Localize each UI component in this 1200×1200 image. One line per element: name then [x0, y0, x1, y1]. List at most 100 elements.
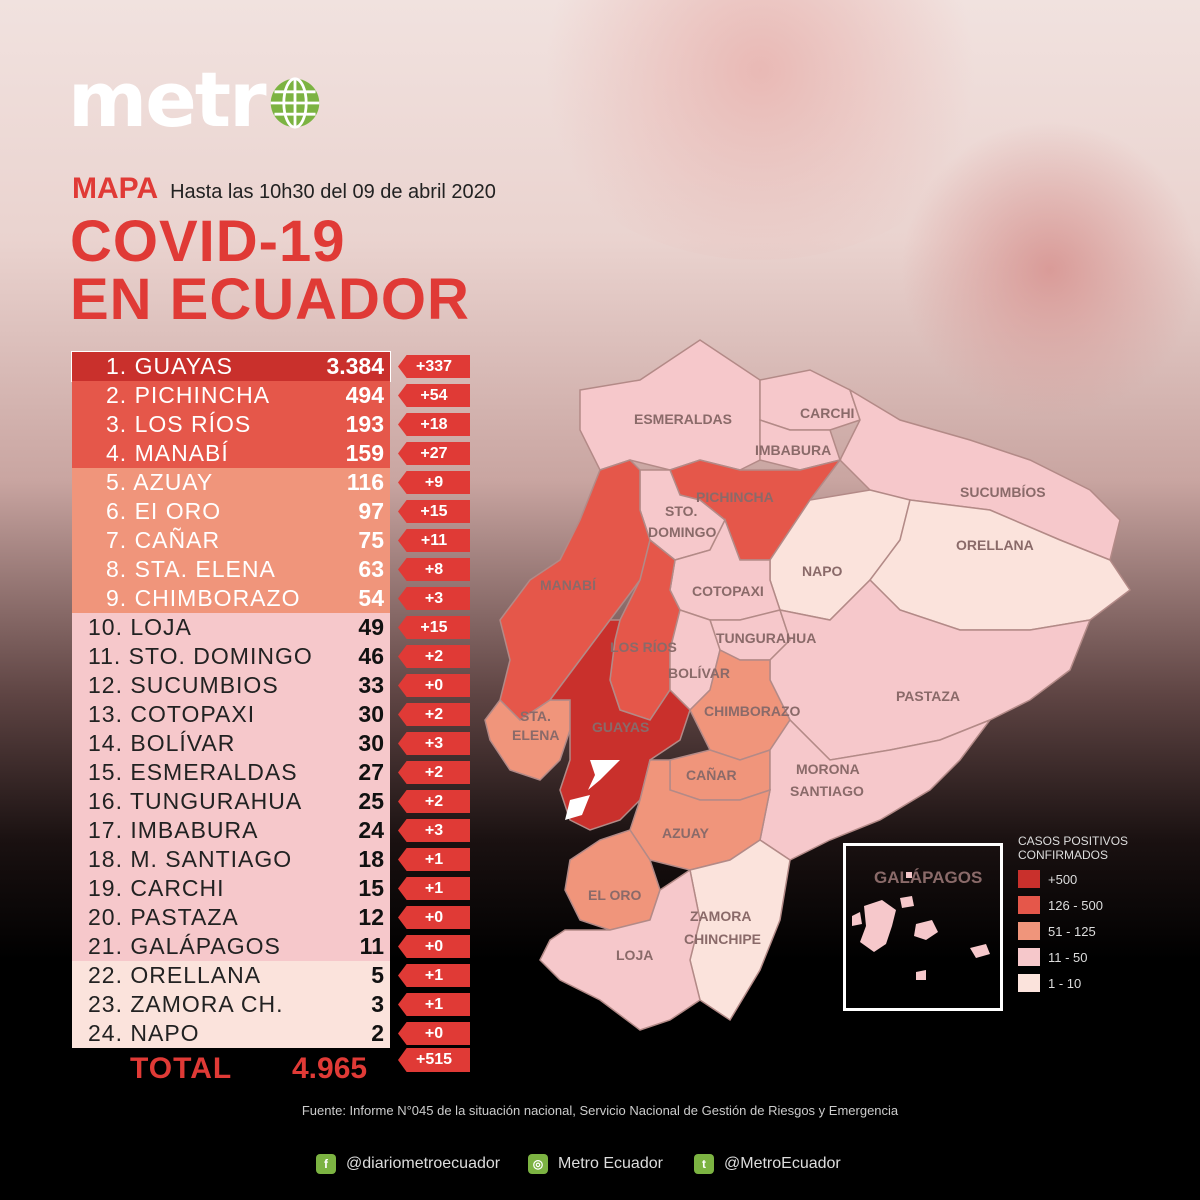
legend-label: 11 - 50 [1048, 949, 1088, 965]
table-row: 23. ZAMORA CH. 3 +1 [72, 990, 470, 1019]
table-row: 22. ORELLANA 5 +1 [72, 961, 470, 990]
row-label: 14. BOLÍVAR [88, 730, 236, 756]
row-delta: +0 [398, 935, 470, 958]
row-label: 12. SUCUMBIOS [88, 672, 279, 698]
legend-label: +500 [1048, 871, 1078, 887]
table-row: 13. COTOPAXI 30 +2 [72, 700, 470, 729]
label-sucumbios: SUCUMBÍOS [960, 484, 1046, 500]
table-row: 19. CARCHI 15 +1 [72, 874, 470, 903]
table-row: 6. EI ORO 97 +15 [72, 497, 470, 526]
galapagos-inset: GALÁPAGOS [843, 843, 1003, 1011]
logo-text: metr [68, 55, 267, 144]
row-value: 30 [358, 730, 384, 756]
galapagos-label: GALÁPAGOS [874, 868, 983, 887]
row-delta: +2 [398, 790, 470, 813]
puna-island [565, 795, 590, 820]
row-value: 15 [358, 875, 384, 901]
row-delta: +0 [398, 906, 470, 929]
row-delta: +2 [398, 645, 470, 668]
table-row: 8. STA. ELENA 63 +8 [72, 555, 470, 584]
total-label: TOTAL [130, 1052, 233, 1085]
label-esmeraldas: ESMERALDAS [634, 411, 732, 427]
label-morona2: SANTIAGO [790, 783, 864, 799]
label-loja: LOJA [616, 947, 653, 963]
row-label: 6. EI ORO [106, 498, 222, 524]
mapa-label: MAPA [72, 172, 159, 205]
row-label: 17. IMBABURA [88, 817, 259, 843]
metro-logo: metr [68, 62, 323, 138]
row-delta: +0 [398, 1022, 470, 1045]
table-row: 14. BOLÍVAR 30 +3 [72, 729, 470, 758]
label-imbabura: IMBABURA [755, 442, 831, 458]
row-delta: +337 [398, 355, 470, 378]
legend-item: 11 - 50 [1018, 948, 1128, 966]
row-delta: +9 [398, 471, 470, 494]
legend-label: 51 - 125 [1048, 923, 1096, 939]
province-zamora [689, 839, 791, 1022]
legend-item: 51 - 125 [1018, 922, 1128, 940]
label-pichincha: PICHINCHA [696, 489, 774, 505]
legend-swatch [1018, 922, 1040, 940]
row-value: 46 [358, 643, 384, 669]
label-zamora1: ZAMORA [690, 908, 751, 924]
label-zamora2: CHINCHIPE [684, 931, 761, 947]
gulf-islands [588, 760, 620, 790]
page-title-line2: EN ECUADOR [70, 267, 470, 332]
legend-label: 126 - 500 [1048, 897, 1103, 913]
social-handle: Metro Ecuador [558, 1155, 663, 1172]
legend-item: 126 - 500 [1018, 896, 1128, 914]
row-value: 24 [358, 817, 384, 843]
legend: CASOS POSITIVOS CONFIRMADOS +500 126 - 50… [1018, 834, 1128, 992]
instagram-icon: ◎ [528, 1154, 548, 1174]
row-value: 75 [358, 527, 384, 553]
social-handle: @MetroEcuador [724, 1155, 841, 1172]
row-value: 97 [358, 498, 384, 524]
header-line: MAPA Hasta las 10h30 del 09 de abril 202… [72, 172, 496, 206]
label-sta2: ELENA [512, 727, 559, 743]
social-handle: @diariometroecuador [346, 1155, 501, 1172]
row-label: 15. ESMERALDAS [88, 759, 298, 785]
cases-table: 1. GUAYAS 3.384 +337 2. PICHINCHA 494 +54 3. L… [71, 351, 470, 1048]
row-delta: +0 [398, 674, 470, 697]
row-delta: +54 [398, 384, 470, 407]
globe-icon [270, 77, 319, 129]
province-carchi [759, 369, 861, 431]
row-label: 5. AZUAY [106, 469, 214, 495]
label-napo: NAPO [802, 563, 843, 579]
row-label: 19. CARCHI [88, 875, 225, 901]
row-value: 27 [358, 759, 384, 785]
legend-label: 1 - 10 [1048, 975, 1082, 991]
social-instagram[interactable]: ◎ Metro Ecuador [528, 1154, 663, 1174]
row-label: 10. LOJA [88, 614, 192, 640]
date-subtitle: Hasta las 10h30 del 09 de abril 2020 [170, 181, 496, 203]
row-value: 193 [345, 411, 384, 437]
isabela-island [860, 900, 896, 952]
row-value: 30 [358, 701, 384, 727]
row-label: 8. STA. ELENA [106, 556, 276, 582]
row-value: 2 [371, 1020, 384, 1046]
social-facebook[interactable]: f @diariometroecuador [316, 1154, 500, 1174]
row-delta: +1 [398, 877, 470, 900]
row-label: 21. GALÁPAGOS [88, 933, 281, 959]
row-value: 3 [371, 991, 384, 1017]
legend-item: +500 [1018, 870, 1128, 888]
label-canar: CAÑAR [686, 766, 737, 783]
row-value: 3.384 [326, 353, 384, 379]
table-row: 16. TUNGURAHUA 25 +2 [72, 787, 470, 816]
label-manabi: MANABÍ [540, 577, 597, 593]
legend-swatch [1018, 870, 1040, 888]
label-tungurahua: TUNGURAHUA [716, 630, 816, 646]
row-delta: +2 [398, 703, 470, 726]
social-twitter[interactable]: t @MetroEcuador [694, 1154, 841, 1174]
row-value: 5 [371, 962, 384, 988]
row-label: 20. PASTAZA [88, 904, 239, 930]
row-label: 22. ORELLANA [88, 962, 262, 988]
row-value: 18 [358, 846, 384, 872]
background-virus-blob [900, 120, 1200, 420]
row-delta: +3 [398, 587, 470, 610]
legend-title-line2: CONFIRMADOS [1018, 848, 1108, 862]
genovesa-island [906, 872, 912, 878]
label-orellana: ORELLANA [956, 537, 1034, 553]
label-bolivar: BOLÍVAR [668, 665, 730, 681]
label-cotopaxi: COTOPAXI [692, 583, 764, 599]
